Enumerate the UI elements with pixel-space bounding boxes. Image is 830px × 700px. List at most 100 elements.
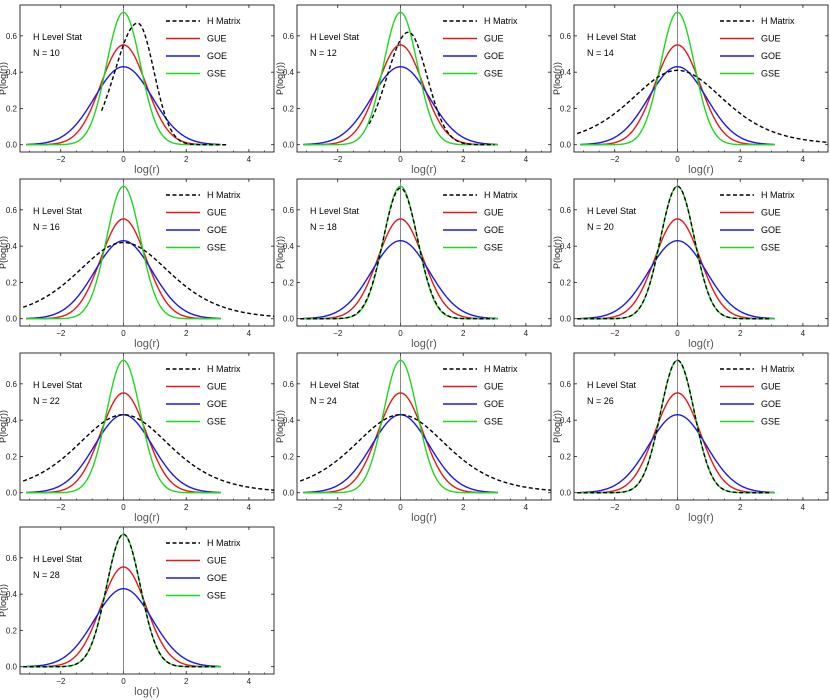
- y-tick-label: 0.4: [560, 416, 572, 425]
- plot-frame: [296, 178, 552, 327]
- y-axis-label: P(log(r)): [275, 410, 285, 443]
- x-tick-label: 0: [121, 155, 126, 164]
- legend-label: GSE: [761, 243, 780, 253]
- legend-label: GSE: [484, 243, 503, 253]
- x-tick-label: −2: [333, 329, 343, 338]
- x-tick-label: 0: [398, 329, 403, 338]
- goe-series-line: [303, 239, 498, 320]
- y-tick-label: 0.0: [6, 315, 18, 324]
- y-tick-label: 0.2: [283, 452, 295, 461]
- y-tick-label: 0.6: [6, 554, 18, 563]
- y-axis-label: P(log(r)): [0, 236, 8, 269]
- y-tick-label: 0.6: [283, 32, 295, 41]
- x-tick-label: 2: [461, 155, 466, 164]
- legend-label: H Matrix: [207, 16, 241, 26]
- x-axis-label: log(r): [411, 164, 437, 176]
- legend-label: H Matrix: [761, 16, 795, 26]
- legend-label: H Matrix: [484, 16, 518, 26]
- legend-label: GOE: [207, 51, 227, 61]
- x-axis-label: log(r): [688, 164, 714, 176]
- y-axis-label: P(log(r)): [552, 62, 562, 95]
- x-tick-label: 4: [801, 329, 806, 338]
- h-matrix-series-line: [577, 359, 772, 494]
- gue-series-line: [303, 44, 498, 146]
- plot-frame: [19, 352, 275, 501]
- inset-n: N = 18: [310, 222, 337, 232]
- x-tick-label: 2: [184, 503, 189, 512]
- gue-series-line: [303, 392, 498, 494]
- legend-label: GUE: [207, 556, 227, 566]
- x-tick-label: 4: [524, 329, 529, 338]
- legend-label: GUE: [484, 208, 504, 218]
- legend-label: GOE: [761, 51, 781, 61]
- gue-series-line: [26, 392, 221, 494]
- y-tick-label: 0.6: [560, 32, 572, 41]
- y-tick-label: 0.2: [6, 626, 18, 635]
- inset-title: H Level Stat: [587, 32, 637, 42]
- chart-panel: −2 0 2 4 0.0 0.2 0.4 0.6 log(r) P(log(r)) H Level …: [0, 178, 275, 350]
- y-tick-label: 0.0: [283, 315, 295, 324]
- chart-panel: −2 0 2 4 0.0 0.2 0.4 0.6 log(r) P(log(r)) H Level …: [275, 4, 552, 176]
- y-tick-label: 0.0: [6, 663, 18, 672]
- legend-label: H Matrix: [207, 190, 241, 200]
- legend-label: H Matrix: [484, 190, 518, 200]
- y-axis-label: P(log(r)): [275, 62, 285, 95]
- h-matrix-series-line: [577, 185, 772, 320]
- plot-frame: [19, 526, 275, 675]
- x-axis-label: log(r): [688, 512, 714, 524]
- legend-label: GSE: [761, 417, 780, 427]
- y-tick-label: 0.6: [283, 380, 295, 389]
- inset-n: N = 22: [33, 396, 60, 406]
- goe-series-line: [26, 587, 221, 668]
- h-matrix-series-line: [299, 413, 552, 491]
- y-tick-label: 0.4: [283, 242, 295, 251]
- x-tick-label: 0: [675, 329, 680, 338]
- y-tick-label: 0.6: [6, 32, 18, 41]
- y-axis-label: P(log(r)): [0, 584, 8, 617]
- y-tick-label: 0.0: [6, 141, 18, 150]
- legend-label: GOE: [761, 225, 781, 235]
- gue-series-line: [580, 44, 775, 146]
- y-tick-label: 0.6: [6, 380, 18, 389]
- goe-series-line: [580, 239, 775, 320]
- inset-title: H Level Stat: [310, 206, 360, 216]
- y-tick-label: 0.4: [283, 68, 295, 77]
- inset-title: H Level Stat: [587, 380, 637, 390]
- x-tick-label: 0: [121, 329, 126, 338]
- x-tick-label: −2: [56, 677, 66, 686]
- y-tick-label: 0.6: [560, 206, 572, 215]
- inset-n: N = 14: [587, 48, 614, 58]
- inset-n: N = 12: [310, 48, 337, 58]
- legend-label: GSE: [207, 69, 226, 79]
- inset-title: H Level Stat: [310, 380, 360, 390]
- plot-frame: [19, 178, 275, 327]
- y-tick-label: 0.0: [283, 141, 295, 150]
- y-tick-label: 0.4: [6, 590, 18, 599]
- inset-title: H Level Stat: [33, 32, 83, 42]
- x-tick-label: 0: [121, 503, 126, 512]
- legend-label: H Matrix: [207, 538, 241, 548]
- x-tick-label: −2: [610, 155, 620, 164]
- gue-series-line: [26, 566, 221, 668]
- x-tick-label: 0: [398, 155, 403, 164]
- chart-panel: −2 0 2 4 0.0 0.2 0.4 0.6 log(r) P(log(r)) H Level …: [275, 352, 552, 524]
- plot-frame: [573, 4, 829, 153]
- legend-label: GOE: [484, 51, 504, 61]
- y-tick-label: 0.2: [6, 104, 18, 113]
- x-tick-label: 2: [738, 329, 743, 338]
- gue-series-line: [26, 44, 221, 146]
- legend-label: GSE: [484, 417, 503, 427]
- x-axis-label: log(r): [134, 686, 160, 698]
- x-tick-label: 2: [738, 155, 743, 164]
- gue-series-line: [580, 392, 775, 494]
- legend-label: GOE: [484, 399, 504, 409]
- gse-series-line: [26, 11, 221, 146]
- x-tick-label: 4: [247, 503, 252, 512]
- legend-label: GSE: [484, 69, 503, 79]
- x-tick-label: 0: [121, 677, 126, 686]
- gue-series-line: [26, 218, 221, 320]
- y-tick-label: 0.6: [6, 206, 18, 215]
- legend-label: GUE: [484, 34, 504, 44]
- h-matrix-series-line: [100, 22, 227, 146]
- x-tick-label: 0: [398, 503, 403, 512]
